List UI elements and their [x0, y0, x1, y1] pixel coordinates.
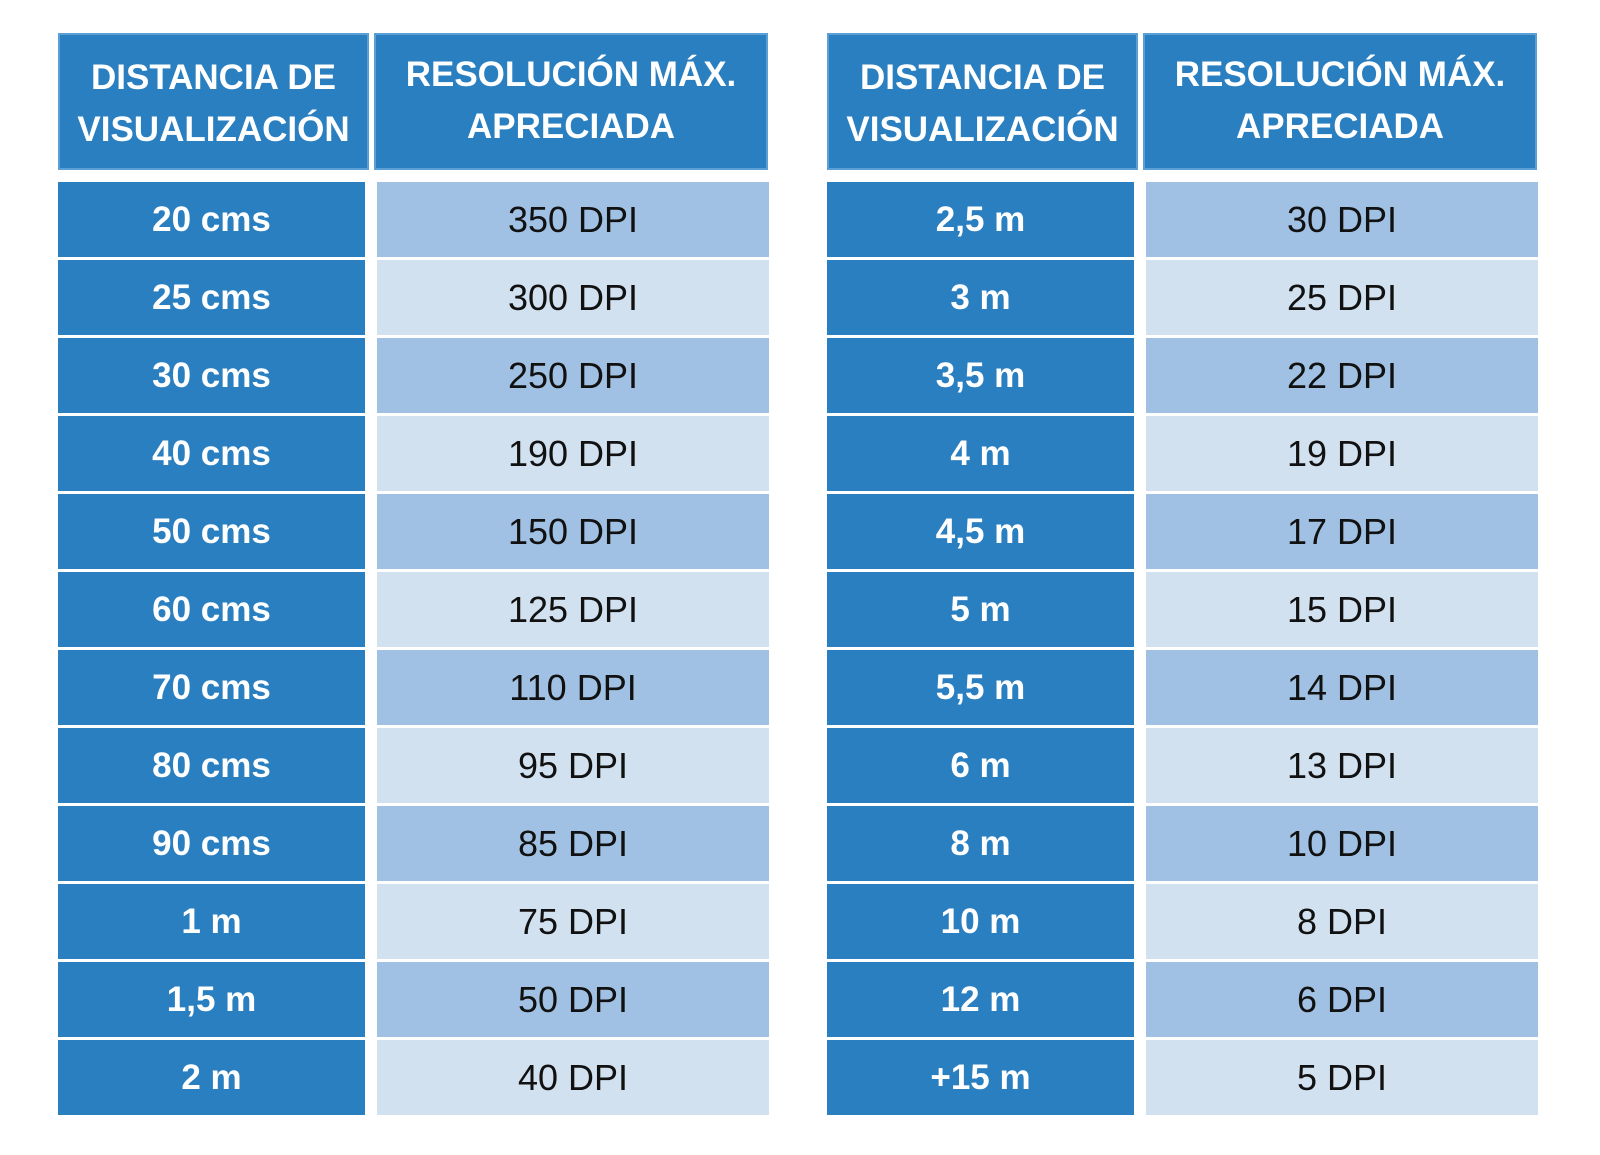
distance-cell: 90 cms [58, 806, 365, 881]
resolution-cell: 13 DPI [1146, 728, 1538, 803]
resolution-cell: 14 DPI [1146, 650, 1538, 725]
header-distance-line2: VISUALIZACIÓN [846, 109, 1119, 149]
distance-cell: 30 cms [58, 338, 365, 413]
header-distance-line2: VISUALIZACIÓN [77, 109, 350, 149]
distance-cell: 5 m [827, 572, 1134, 647]
header-resolution-cell: RESOLUCIÓN MÁX. APRECIADA [1143, 33, 1537, 170]
resolution-cell: 125 DPI [377, 572, 769, 647]
left-distance-resolution-table: DISTANCIA DE VISUALIZACIÓN RESOLUCIÓN MÁ… [58, 33, 769, 1118]
distance-cell: 4,5 m [827, 494, 1134, 569]
header-resolution-line1: RESOLUCIÓN MÁX. [1174, 54, 1506, 94]
distance-cell: 3,5 m [827, 338, 1134, 413]
header-resolution-line2: APRECIADA [1235, 106, 1445, 146]
table-row: 60 cms 125 DPI [58, 572, 769, 647]
distance-cell: 70 cms [58, 650, 365, 725]
table-row: 1,5 m 50 DPI [58, 962, 769, 1037]
table-row: 90 cms 85 DPI [58, 806, 769, 881]
table-row: 50 cms 150 DPI [58, 494, 769, 569]
distance-cell: 4 m [827, 416, 1134, 491]
table-row: 30 cms 250 DPI [58, 338, 769, 413]
resolution-cell: 22 DPI [1146, 338, 1538, 413]
distance-cell: 2,5 m [827, 182, 1134, 257]
resolution-cell: 85 DPI [377, 806, 769, 881]
table-row: 3 m 25 DPI [827, 260, 1538, 335]
resolution-cell: 25 DPI [1146, 260, 1538, 335]
table-row: 4 m 19 DPI [827, 416, 1538, 491]
table-row: 2 m 40 DPI [58, 1040, 769, 1115]
resolution-cell: 150 DPI [377, 494, 769, 569]
distance-cell: 60 cms [58, 572, 365, 647]
table-row: 70 cms 110 DPI [58, 650, 769, 725]
header-distance-line1: DISTANCIA DE [90, 57, 336, 97]
table-row: 6 m 13 DPI [827, 728, 1538, 803]
table-row: 4,5 m 17 DPI [827, 494, 1538, 569]
distance-cell: 1,5 m [58, 962, 365, 1037]
resolution-cell: 19 DPI [1146, 416, 1538, 491]
distance-cell: 2 m [58, 1040, 365, 1115]
header-distance-cell: DISTANCIA DE VISUALIZACIÓN [58, 33, 369, 170]
distance-cell: 12 m [827, 962, 1134, 1037]
table-row: 2,5 m 30 DPI [827, 182, 1538, 257]
resolution-cell: 300 DPI [377, 260, 769, 335]
resolution-cell: 15 DPI [1146, 572, 1538, 647]
table-row: 40 cms 190 DPI [58, 416, 769, 491]
resolution-cell: 350 DPI [377, 182, 769, 257]
distance-cell: 50 cms [58, 494, 365, 569]
resolution-cell: 8 DPI [1146, 884, 1538, 959]
header-distance-line1: DISTANCIA DE [859, 57, 1105, 97]
distance-cell: 80 cms [58, 728, 365, 803]
distance-cell: 6 m [827, 728, 1134, 803]
resolution-cell: 5 DPI [1146, 1040, 1538, 1115]
table-row: 8 m 10 DPI [827, 806, 1538, 881]
resolution-cell: 30 DPI [1146, 182, 1538, 257]
distance-cell: 3 m [827, 260, 1134, 335]
table-row: 1 m 75 DPI [58, 884, 769, 959]
table-row: 80 cms 95 DPI [58, 728, 769, 803]
distance-cell: +15 m [827, 1040, 1134, 1115]
resolution-cell: 95 DPI [377, 728, 769, 803]
table-header-row: DISTANCIA DE VISUALIZACIÓN RESOLUCIÓN MÁ… [827, 33, 1538, 170]
table-body: 2,5 m 30 DPI 3 m 25 DPI 3,5 m 22 DPI 4 m 19 DPI… [827, 182, 1538, 1115]
resolution-cell: 110 DPI [377, 650, 769, 725]
table-row: 5,5 m 14 DPI [827, 650, 1538, 725]
resolution-cell: 75 DPI [377, 884, 769, 959]
table-row: 3,5 m 22 DPI [827, 338, 1538, 413]
resolution-cell: 50 DPI [377, 962, 769, 1037]
header-distance-cell: DISTANCIA DE VISUALIZACIÓN [827, 33, 1138, 170]
distance-cell: 1 m [58, 884, 365, 959]
table-row: 20 cms 350 DPI [58, 182, 769, 257]
resolution-cell: 6 DPI [1146, 962, 1538, 1037]
table-header-row: DISTANCIA DE VISUALIZACIÓN RESOLUCIÓN MÁ… [58, 33, 769, 170]
right-distance-resolution-table: DISTANCIA DE VISUALIZACIÓN RESOLUCIÓN MÁ… [827, 33, 1538, 1118]
header-resolution-cell: RESOLUCIÓN MÁX. APRECIADA [374, 33, 768, 170]
table-row: 25 cms 300 DPI [58, 260, 769, 335]
resolution-cell: 40 DPI [377, 1040, 769, 1115]
resolution-cell: 250 DPI [377, 338, 769, 413]
header-resolution-line2: APRECIADA [466, 106, 676, 146]
resolution-cell: 17 DPI [1146, 494, 1538, 569]
resolution-cell: 10 DPI [1146, 806, 1538, 881]
distance-cell: 25 cms [58, 260, 365, 335]
distance-cell: 5,5 m [827, 650, 1134, 725]
distance-cell: 40 cms [58, 416, 365, 491]
header-resolution-line1: RESOLUCIÓN MÁX. [405, 54, 737, 94]
distance-cell: 20 cms [58, 182, 365, 257]
distance-cell: 10 m [827, 884, 1134, 959]
table-row: 5 m 15 DPI [827, 572, 1538, 647]
resolution-cell: 190 DPI [377, 416, 769, 491]
table-body: 20 cms 350 DPI 25 cms 300 DPI 30 cms 250 DPI 4… [58, 182, 769, 1115]
distance-cell: 8 m [827, 806, 1134, 881]
